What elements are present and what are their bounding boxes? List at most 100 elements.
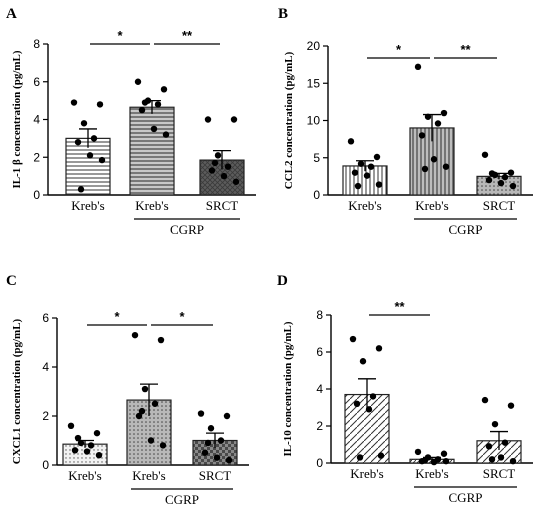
data-point bbox=[440, 450, 448, 457]
data-point bbox=[509, 182, 517, 190]
data-point bbox=[77, 186, 85, 193]
y-tick-label: 6 bbox=[42, 311, 49, 325]
category-label: Kreb's bbox=[71, 198, 104, 213]
panel-label: C bbox=[6, 273, 17, 289]
group-label: CGRP bbox=[449, 490, 483, 505]
data-point bbox=[207, 425, 215, 432]
panel-label: D bbox=[277, 273, 288, 289]
data-point bbox=[138, 407, 146, 415]
y-tick-label: 4 bbox=[33, 113, 40, 127]
data-point bbox=[507, 402, 515, 409]
y-tick-label: 6 bbox=[316, 345, 323, 359]
data-point bbox=[418, 132, 426, 139]
y-tick-label: 0 bbox=[33, 188, 40, 202]
y-tick-label: 5 bbox=[313, 151, 320, 165]
data-point bbox=[373, 153, 381, 161]
category-label: Kreb's bbox=[415, 466, 448, 481]
data-point bbox=[497, 454, 505, 461]
data-point bbox=[90, 135, 98, 142]
data-point bbox=[488, 170, 496, 177]
data-point bbox=[434, 120, 442, 127]
category-label: Kreb's bbox=[135, 198, 168, 213]
data-point bbox=[501, 173, 509, 181]
significance-label: ** bbox=[460, 42, 471, 57]
y-axis-label: IL-10 concentration (pg/mL) bbox=[282, 321, 294, 456]
category-label: Kreb's bbox=[348, 198, 381, 213]
data-point bbox=[357, 160, 365, 167]
category-label: SRCT bbox=[483, 466, 516, 481]
y-tick-label: 2 bbox=[316, 419, 323, 433]
data-point bbox=[442, 163, 450, 170]
data-point bbox=[497, 179, 505, 187]
data-point bbox=[131, 331, 139, 339]
data-point bbox=[67, 422, 75, 429]
data-point bbox=[488, 456, 496, 463]
y-tick-label: 10 bbox=[307, 114, 321, 128]
data-point bbox=[485, 176, 493, 184]
group-label: CGRP bbox=[449, 222, 483, 237]
data-point bbox=[369, 393, 377, 400]
data-point bbox=[151, 400, 159, 407]
data-point bbox=[204, 439, 212, 447]
y-axis-label: CXCL1 concentration (pg/mL) bbox=[11, 318, 23, 464]
data-point bbox=[491, 420, 499, 428]
category-label: Kreb's bbox=[68, 468, 101, 483]
data-point bbox=[208, 167, 216, 174]
y-axis-label: IL-1 β concentration (pg/mL) bbox=[11, 50, 23, 188]
data-point bbox=[377, 452, 385, 459]
data-point bbox=[375, 181, 383, 188]
data-point bbox=[80, 120, 88, 127]
data-point bbox=[220, 172, 228, 180]
data-point bbox=[93, 429, 101, 437]
significance-label: * bbox=[117, 28, 123, 43]
data-point bbox=[83, 448, 91, 455]
y-tick-label: 4 bbox=[42, 360, 49, 374]
data-point bbox=[421, 165, 429, 173]
data-point bbox=[74, 138, 82, 146]
data-point bbox=[154, 101, 162, 108]
data-point bbox=[87, 442, 95, 449]
y-tick-label: 8 bbox=[316, 308, 323, 322]
significance-label: * bbox=[396, 42, 402, 57]
bar-1 bbox=[129, 106, 175, 196]
category-label: Kreb's bbox=[350, 466, 383, 481]
data-point bbox=[349, 335, 357, 343]
data-point bbox=[430, 156, 438, 163]
y-tick-label: 4 bbox=[316, 382, 323, 396]
y-tick-label: 0 bbox=[316, 456, 323, 470]
data-point bbox=[225, 456, 233, 464]
data-point bbox=[230, 116, 238, 123]
data-point bbox=[134, 78, 142, 85]
data-point bbox=[414, 448, 422, 456]
data-point bbox=[421, 457, 429, 464]
y-tick-label: 0 bbox=[42, 458, 49, 472]
data-point bbox=[356, 454, 364, 461]
data-point bbox=[424, 113, 432, 120]
data-point bbox=[363, 172, 371, 179]
significance-label: ** bbox=[182, 28, 193, 43]
data-point bbox=[135, 412, 143, 420]
data-point bbox=[201, 449, 209, 456]
data-point bbox=[223, 412, 231, 420]
data-point bbox=[157, 336, 165, 344]
data-point bbox=[440, 109, 448, 117]
significance-label: * bbox=[114, 309, 120, 324]
data-point bbox=[481, 396, 489, 404]
data-point bbox=[159, 442, 167, 449]
data-point bbox=[232, 178, 240, 185]
panel-B: B 0 5 10 15 20 CCL2 concentration (pg/mL) Kreb'… bbox=[278, 6, 533, 237]
data-point bbox=[347, 138, 355, 145]
data-point bbox=[95, 452, 103, 459]
data-point bbox=[353, 400, 361, 407]
panel-label: B bbox=[278, 6, 288, 22]
data-point bbox=[351, 169, 359, 176]
group-label: CGRP bbox=[170, 222, 204, 237]
category-label: SRCT bbox=[483, 198, 516, 213]
data-point bbox=[442, 457, 450, 465]
data-point bbox=[162, 131, 170, 138]
data-point bbox=[204, 116, 212, 123]
y-tick-label: 0 bbox=[313, 188, 320, 202]
data-point bbox=[213, 454, 221, 461]
data-point bbox=[197, 410, 205, 417]
panel-C: C 0 2 4 6 CXCL1 concentration (pg/mL) Kreb's Kr… bbox=[6, 273, 249, 507]
